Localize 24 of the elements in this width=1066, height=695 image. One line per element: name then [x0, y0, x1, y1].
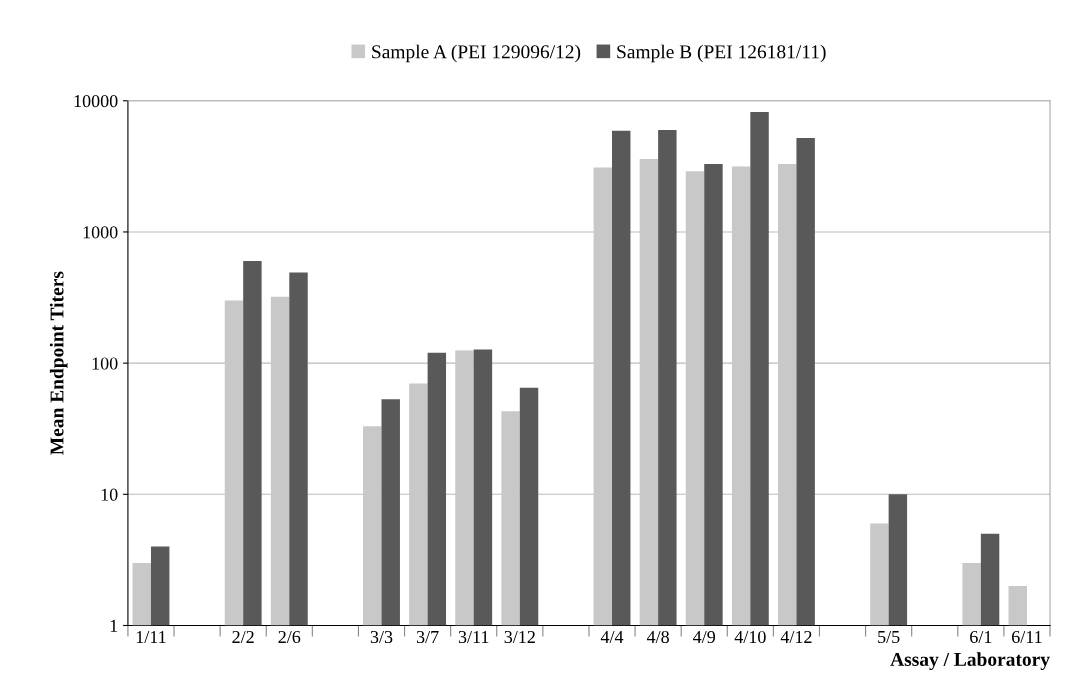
- y-axis-title: Mean Endpoint Titers: [49, 271, 68, 455]
- x-tick-label: 1/11: [136, 630, 166, 644]
- legend-label: Sample B (PEI 126181/11): [617, 44, 826, 63]
- x-tick-label: 4/12: [780, 630, 812, 644]
- x-tick-label: 3/3: [370, 630, 393, 644]
- y-tick-label: 10000: [74, 95, 118, 108]
- y-tick-label: 10: [101, 488, 118, 501]
- x-tick-label: 3/11: [458, 630, 489, 644]
- x-axis-title: Assay / Laboratory: [890, 652, 1050, 670]
- y-tick-label: 100: [92, 357, 118, 370]
- x-tick-label: 6/11: [1012, 630, 1042, 644]
- x-tick-label: 2/2: [232, 630, 254, 644]
- x-tick-label: 2/6: [278, 630, 301, 644]
- x-tick-label: 4/10: [734, 630, 766, 644]
- y-tick-label: 1: [110, 619, 118, 632]
- x-tick-label: 6/1: [970, 630, 992, 644]
- x-tick-label: 3/12: [504, 630, 535, 644]
- y-tick-label: 1000: [83, 226, 118, 239]
- x-tick-label: 4/9: [693, 630, 716, 644]
- x-tick-label: 4/4: [600, 630, 624, 644]
- x-tick-label: 3/7: [416, 630, 439, 644]
- x-tick-label: 5/5: [878, 630, 900, 644]
- legend-label: Sample A (PEI 129096/12): [372, 44, 581, 63]
- x-tick-label: 4/8: [646, 630, 669, 644]
